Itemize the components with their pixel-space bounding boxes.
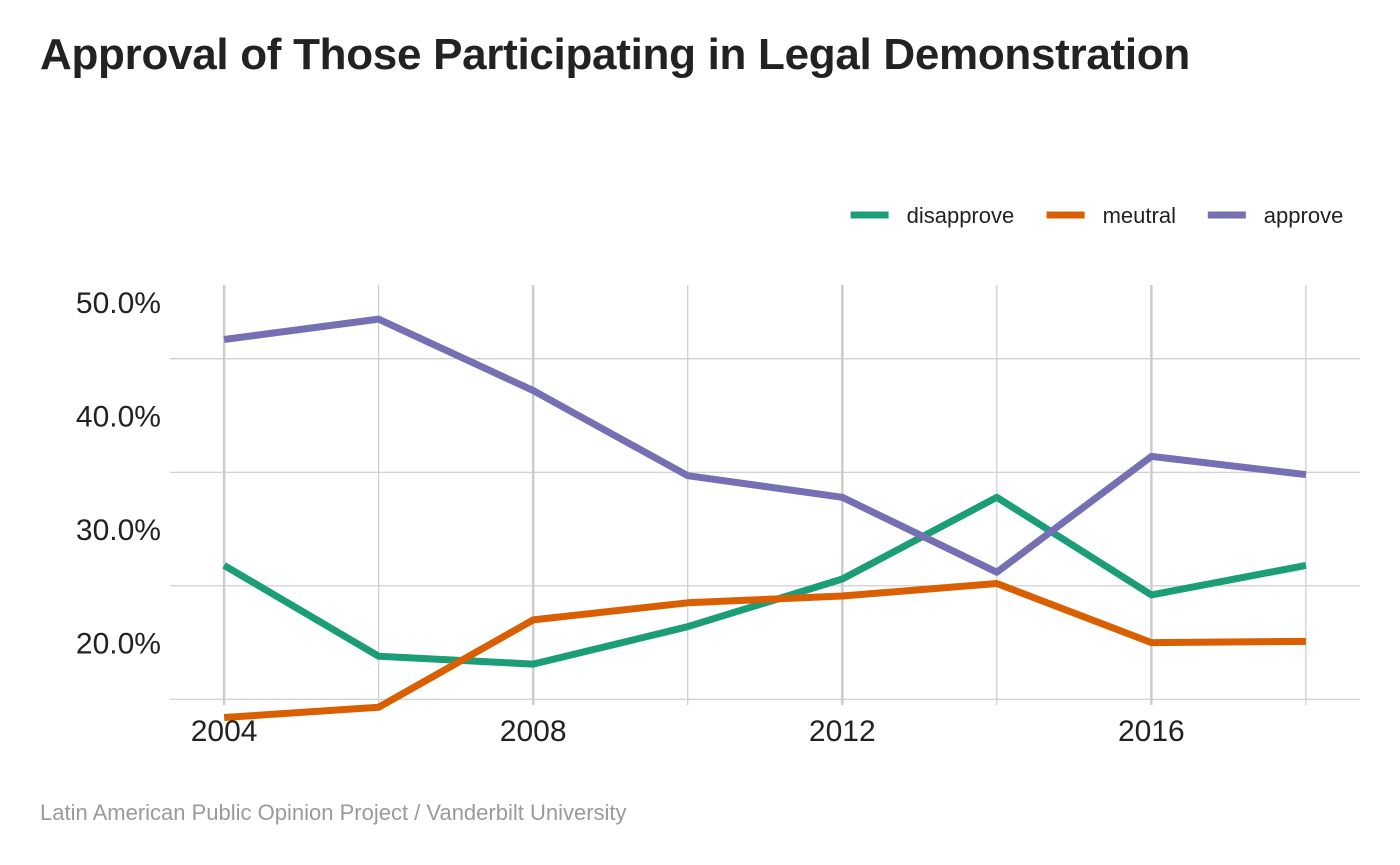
legend-label-disapprove: disapprove bbox=[907, 203, 1015, 228]
legend-label-approve: approve bbox=[1264, 203, 1344, 228]
x-tick-label: 2008 bbox=[500, 715, 567, 748]
legend: disapprove meutral approve bbox=[850, 203, 1344, 228]
y-tick-label: 30.0% bbox=[76, 514, 161, 547]
series-line-meutral bbox=[223, 580, 1306, 721]
grid-layer bbox=[170, 285, 1360, 705]
series-line-approve bbox=[223, 315, 1307, 576]
x-tick-label: 2016 bbox=[1118, 715, 1185, 748]
y-tick-label: 50.0% bbox=[76, 287, 161, 320]
chart-title: Approval of Those Participating in Legal… bbox=[40, 30, 1190, 79]
y-tick-label: 20.0% bbox=[76, 628, 161, 661]
axis-layer: 50.0% 40.0% 30.0% 20.0% 2004 2008 2012 2016 bbox=[76, 287, 1185, 748]
series-layer bbox=[222, 315, 1307, 721]
y-tick-label: 40.0% bbox=[76, 401, 161, 434]
x-tick-label: 2012 bbox=[809, 715, 876, 748]
source-caption: Latin American Public Opinion Project / … bbox=[40, 800, 627, 825]
legend-label-meutral: meutral bbox=[1103, 203, 1176, 228]
x-tick-label: 2004 bbox=[191, 715, 258, 748]
